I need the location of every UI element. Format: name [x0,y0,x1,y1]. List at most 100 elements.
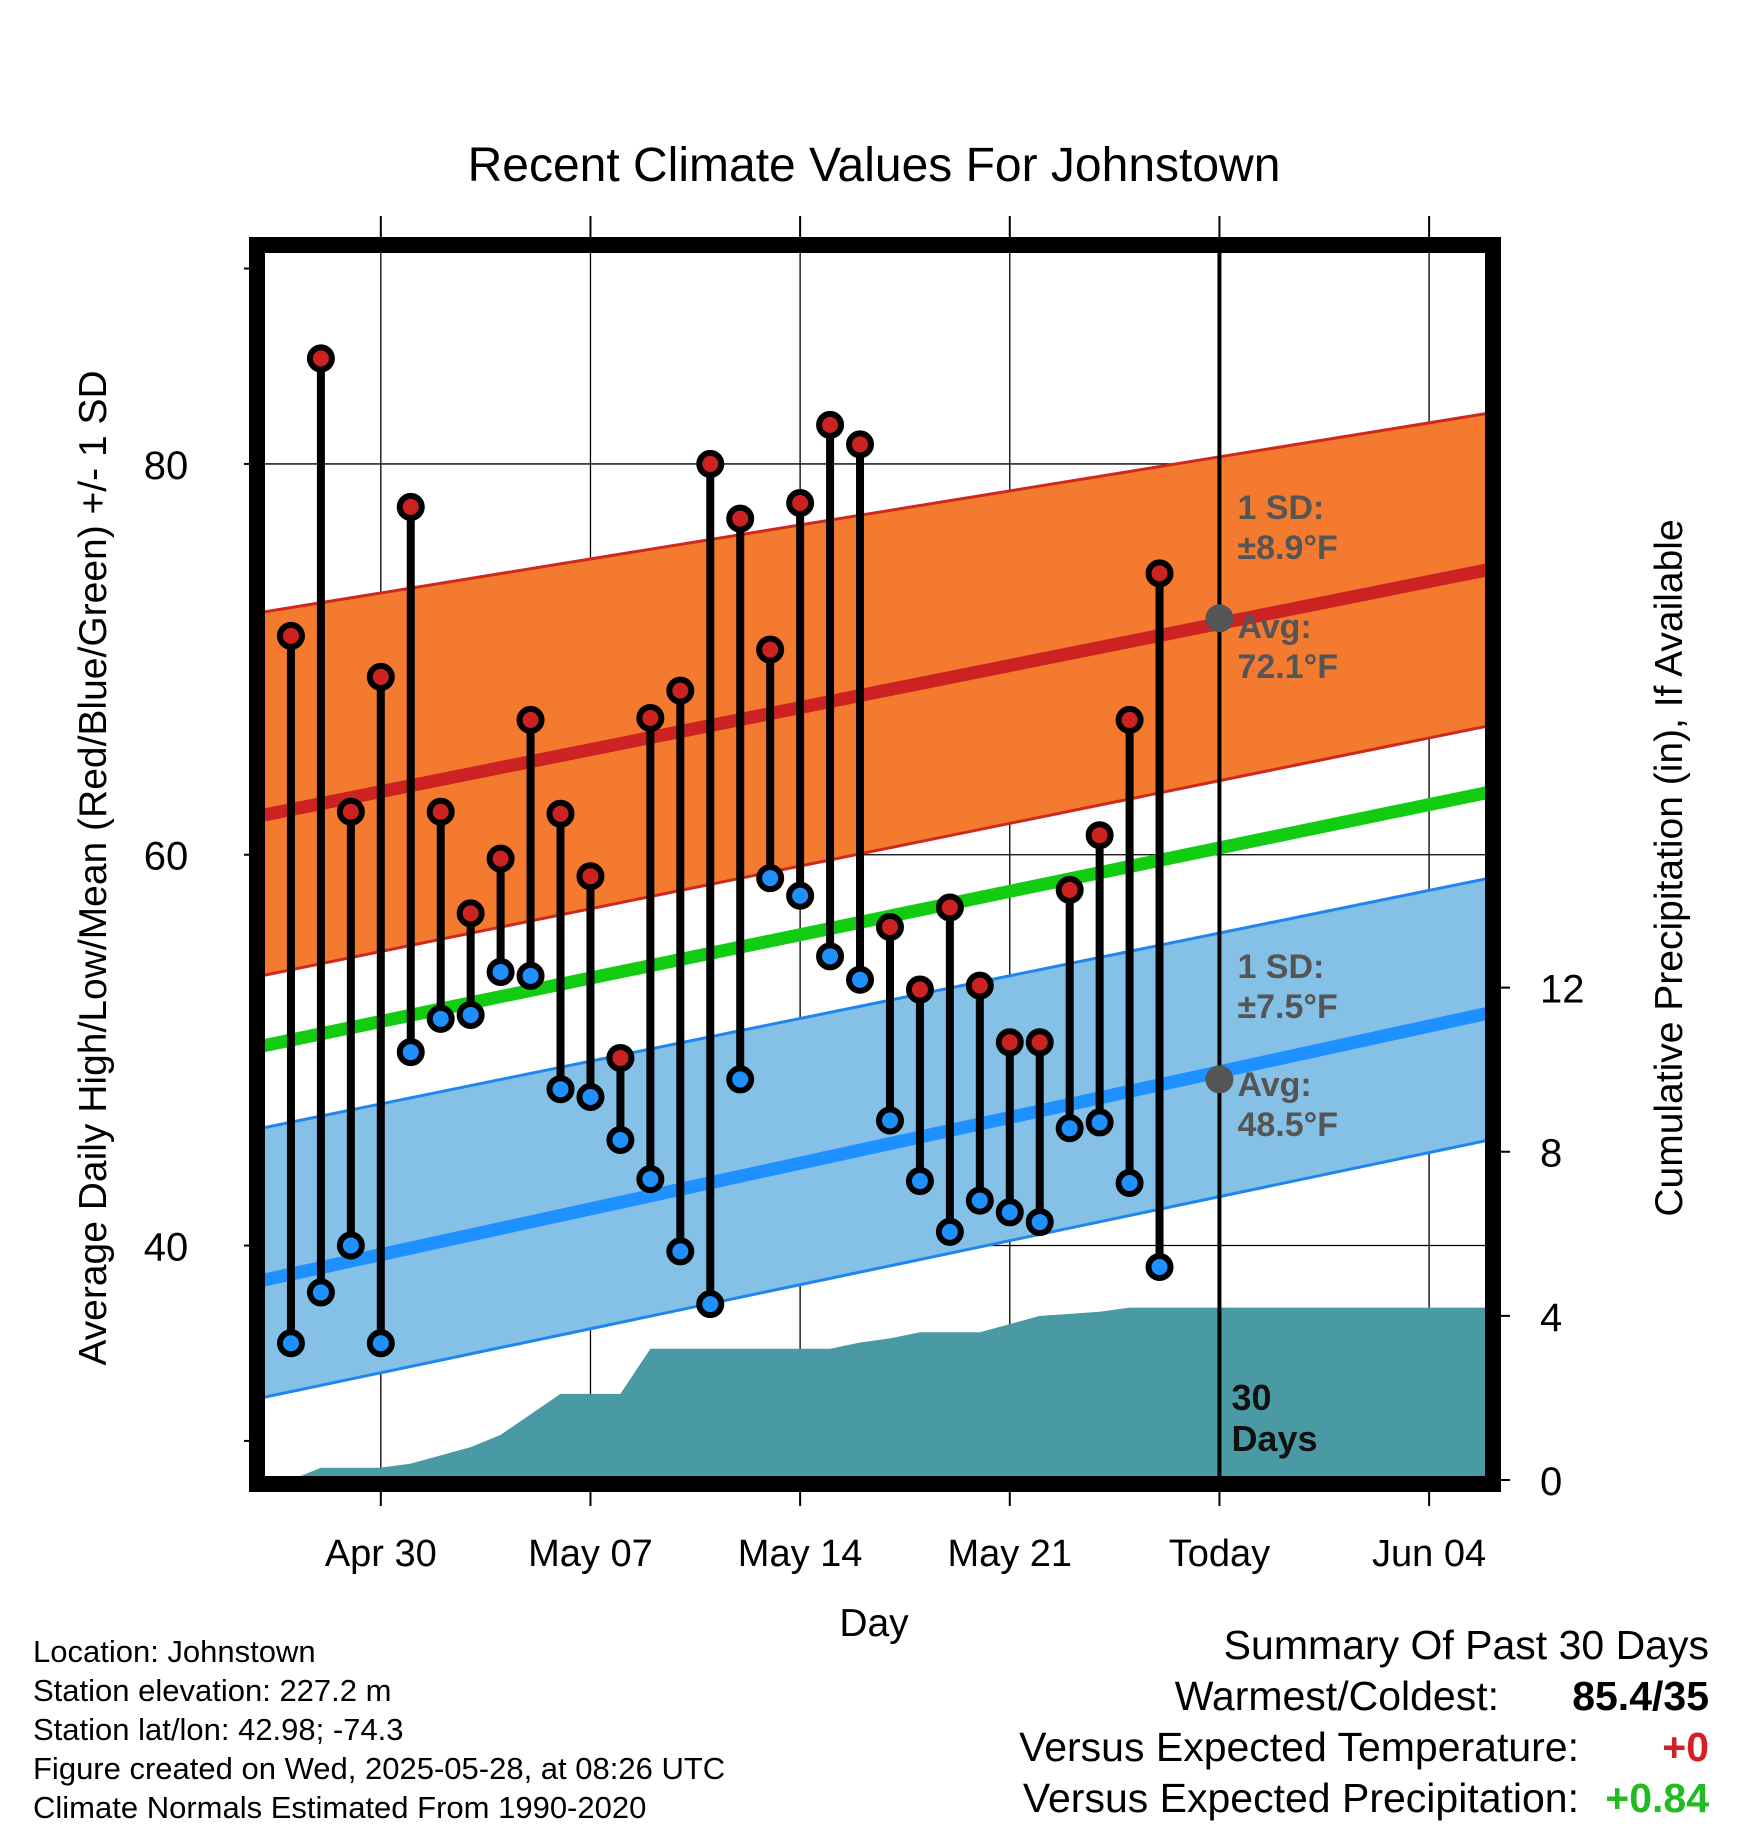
high-temp-point [786,489,815,518]
summary-temp-value: +0 [1662,1724,1709,1770]
summary-precip-value: +0.84 [1605,1775,1709,1821]
low-temp-point [456,1000,485,1029]
summary-warmest-label: Warmest/Coldest: [1174,1673,1499,1719]
high-temp-point [1085,821,1114,850]
summary-panel: Summary Of Past 30 Days Warmest/Coldest:… [809,1622,1709,1826]
high-temp-point [965,971,994,1000]
high-temp-point [336,797,365,826]
high-temp-point [1115,705,1144,734]
high-temp-point [516,705,545,734]
high-sd-annotation: 1 SD: ±8.9°F [1237,489,1337,567]
high-temp-point [426,797,455,826]
low-sd-upper-edge [261,876,1489,1130]
low-temp-point [576,1083,605,1112]
summary-title: Summary Of Past 30 Days [1223,1622,1709,1668]
today-days-label: 30 Days [1231,1377,1317,1459]
high-temp-point [276,621,305,650]
y2-tick-label: 0 [1540,1460,1562,1504]
y2-tick-label: 4 [1540,1296,1562,1340]
high-sd-lower-edge [261,724,1489,978]
info-normals: Climate Normals Estimated From 1990-2020 [33,1790,647,1825]
low-sd-lower-edge [261,1138,1489,1400]
high-temp-point [995,1028,1024,1057]
low-temp-point [486,957,515,986]
high-temp-point [486,844,515,873]
high-temp-point [666,676,695,705]
low-temp-point [905,1167,934,1196]
high-temp-point [846,430,875,459]
low-temp-point [666,1237,695,1266]
normal-low-line [261,1006,1489,1288]
high-temp-point [1055,875,1084,904]
low-temp-point [726,1065,755,1094]
precip-area [290,1307,1489,1480]
chart-title: Recent Climate Values For Johnstown [468,139,1281,192]
low-temp-point [336,1231,365,1260]
y2-tick-label: 12 [1540,968,1585,1012]
high-temp-point [756,635,785,664]
low-temp-point [276,1329,305,1358]
low-temp-point [426,1004,455,1033]
x-tick-label: Jun 04 [1372,1533,1486,1575]
summary-precip-label: Versus Expected Precipitation: [1022,1775,1579,1821]
x-tick-label: May 07 [528,1533,653,1575]
high-temp-point [1025,1028,1054,1057]
station-info: Location: Johnstown Station elevation: 2… [33,1632,725,1827]
low-sd-annotation: 1 SD: ±7.5°F [1237,948,1337,1026]
summary-warmest-value: 85.4/35 [1572,1673,1709,1719]
high-temp-point [636,703,665,732]
high-temp-point [366,662,395,691]
low-temp-point [366,1329,395,1358]
low-temp-point [636,1165,665,1194]
low-temp-point [606,1126,635,1155]
high-temp-point [546,799,575,828]
info-created: Figure created on Wed, 2025-05-28, at 08… [33,1751,726,1786]
info-elevation: Station elevation: 227.2 m [33,1673,392,1708]
plot-frame [249,237,1501,1492]
low-temp-point [396,1038,425,1067]
x-tick-label: Apr 30 [325,1533,437,1575]
high-sd-upper-edge [261,411,1489,614]
high-temp-point [576,862,605,891]
y-tick-label: 80 [144,444,189,488]
low-avg-marker [1205,1065,1234,1094]
x-tick-label: May 21 [947,1533,1072,1575]
high-temp-point [816,410,845,439]
low-temp-point [546,1075,575,1104]
low-temp-point [786,881,815,910]
high-avg-annotation: Avg: 72.1°F [1237,608,1338,686]
low-avg-annotation: Avg: 48.5°F [1237,1066,1338,1144]
high-temp-point [905,975,934,1004]
high-temp-point [456,899,485,928]
summary-temp-label: Versus Expected Temperature: [1019,1724,1579,1770]
y2-tick-label: 8 [1540,1132,1562,1176]
high-temp-point [1145,559,1174,588]
info-location: Location: Johnstown [33,1634,316,1669]
high-temp-point [606,1043,635,1072]
high-temp-point [396,492,425,521]
x-axis-label: Day [839,1602,909,1645]
normal-high-line [261,563,1489,823]
high-temp-point [935,893,964,922]
low-temp-point [846,965,875,994]
low-temp-point [995,1198,1024,1227]
high-temp-point [875,913,904,942]
x-tick-label: May 14 [738,1533,863,1575]
x-tick-label: Today [1169,1533,1270,1575]
low-temp-point [1055,1114,1084,1143]
low-temp-point [516,961,545,990]
info-latlon: Station lat/lon: 42.98; -74.3 [33,1712,404,1747]
y-tick-label: 40 [144,1226,189,1270]
low-temp-point [696,1290,725,1319]
low-temp-point [1025,1208,1054,1237]
low-temp-point [1115,1168,1144,1197]
low-temp-point [1145,1253,1174,1282]
y-axis-label: Average Daily High/Low/Mean (Red/Blue/Gr… [72,370,115,1365]
low-temp-point [965,1186,994,1215]
y-tick-label: 60 [144,835,189,879]
low-temp-point [306,1278,335,1307]
low-sd-band [261,878,1489,1398]
low-temp-point [1085,1108,1114,1137]
high-temp-point [306,344,335,373]
